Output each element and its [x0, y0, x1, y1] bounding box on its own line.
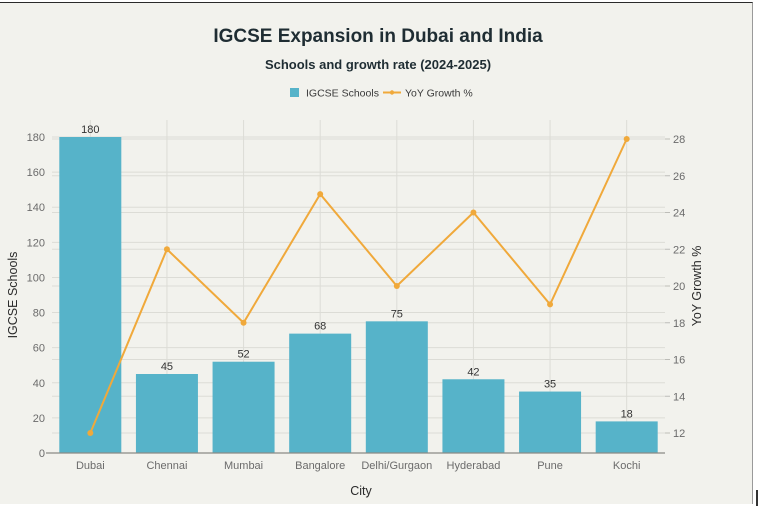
y2-tick-label: 22: [673, 244, 685, 256]
growth-point-dubai[interactable]: [87, 430, 94, 436]
growth-line-path: [89, 138, 628, 434]
y-tick-label: 120: [27, 237, 45, 249]
legend-swatch-bars: [290, 88, 299, 97]
x-tick-label: Delhi/Gurgaon: [361, 460, 432, 472]
y2-tick-label: 14: [673, 391, 685, 403]
growth-point-kochi[interactable]: [623, 136, 630, 142]
bar-pune[interactable]: [519, 391, 582, 453]
y2-tick-label: 28: [673, 134, 685, 146]
legend-label-line: YoY Growth %: [405, 88, 473, 100]
growth-point-pune[interactable]: [547, 301, 554, 308]
y-tick-label: 0: [39, 448, 45, 460]
bar-dubai[interactable]: [59, 137, 122, 453]
bar-kochi[interactable]: [595, 421, 658, 453]
chart-subtitle: Schools and growth rate (2024-2025): [265, 57, 491, 72]
y2-tick-label: 16: [673, 355, 685, 367]
y2-tick-label: 20: [673, 281, 685, 293]
x-tick-label: Hyderabad: [447, 460, 501, 472]
y2-tick-label: 24: [673, 208, 685, 220]
x-tick-label: Kochi: [613, 460, 641, 472]
y-axis-title: IGCSE Schools: [6, 252, 20, 339]
growth-point-delhi-gurgaon[interactable]: [393, 283, 400, 289]
bar-value-label: 75: [391, 308, 403, 320]
growth-point-mumbai[interactable]: [240, 319, 247, 326]
y2-axis-title: YoY Growth %: [690, 246, 704, 327]
bar-bangalore[interactable]: [289, 333, 352, 453]
y-tick-label: 180: [27, 132, 45, 144]
x-tick-label: Mumbai: [224, 460, 263, 472]
legend-label-bars: IGCSE Schools: [306, 88, 379, 100]
growth-line: [87, 136, 630, 436]
y-tick-label: 80: [33, 308, 45, 320]
bar-value-label: 18: [621, 408, 633, 420]
y2-tick-label: 26: [673, 171, 685, 183]
bar-value-label: 68: [314, 321, 326, 333]
growth-point-hyderabad[interactable]: [470, 209, 477, 216]
y-tick-label: 60: [33, 343, 45, 355]
legend-swatch-line-marker: [389, 90, 395, 95]
bars: 180 45 52 68 75 42 35 18: [59, 124, 658, 453]
x-tick-label: Chennai: [146, 460, 187, 472]
axes: 0 20 40 60 80 100 120 140 160 180 12 14 16 18 20 22 24 26…: [27, 132, 686, 472]
growth-point-chennai[interactable]: [163, 246, 170, 253]
bar-value-label: 42: [467, 366, 479, 378]
y-tick-label: 160: [27, 167, 45, 179]
chart-title: IGCSE Expansion in Dubai and India: [213, 26, 543, 47]
bar-value-label: 45: [161, 361, 173, 373]
y2-tick-label: 12: [673, 428, 685, 440]
bar-value-label: 180: [81, 124, 99, 136]
text-cursor-mark: [756, 490, 758, 506]
y-tick-label: 20: [33, 413, 45, 425]
y-tick-label: 100: [27, 272, 45, 284]
bar-value-label: 52: [237, 349, 249, 361]
growth-point-bangalore[interactable]: [317, 191, 324, 198]
y-tick-label: 40: [33, 378, 45, 390]
x-tick-label: Dubai: [76, 460, 105, 472]
x-axis-title: City: [350, 484, 372, 498]
bar-chennai[interactable]: [135, 374, 198, 453]
x-tick-label: Pune: [537, 460, 563, 472]
x-tick-label: Bangalore: [295, 460, 345, 472]
y2-tick-label: 18: [673, 318, 685, 330]
bar-value-label: 35: [544, 379, 556, 391]
legend: IGCSE Schools YoY Growth %: [290, 88, 473, 100]
bar-delhi-gurgaon[interactable]: [365, 321, 428, 453]
y-tick-label: 140: [27, 202, 45, 214]
bar-mumbai[interactable]: [212, 361, 275, 453]
bar-hyderabad[interactable]: [442, 379, 505, 453]
